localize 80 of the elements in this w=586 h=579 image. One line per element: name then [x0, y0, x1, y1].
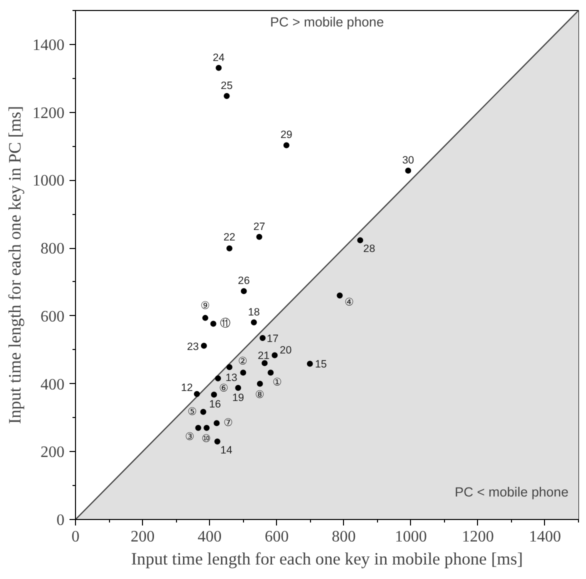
- annotation: 30: [402, 154, 414, 167]
- point: [357, 237, 364, 244]
- annotation: PC < mobile phone: [454, 484, 569, 500]
- annotation: 27: [253, 220, 266, 233]
- point: [283, 142, 290, 148]
- point: [216, 64, 222, 71]
- annotation: 12: [180, 382, 193, 394]
- annotation: 15: [314, 358, 327, 371]
- annotation: 25: [220, 80, 233, 92]
- y-tick-label: 800: [40, 240, 64, 258]
- point: [272, 352, 278, 358]
- annotation: ⑩: [202, 432, 212, 445]
- annotation: ①: [272, 376, 283, 389]
- annotation: 22: [223, 231, 236, 244]
- point: [226, 245, 232, 252]
- point: [256, 380, 263, 387]
- annotation: ⑦: [224, 417, 234, 430]
- point: [306, 360, 313, 367]
- annotation: 21: [258, 350, 270, 362]
- annotation: 17: [266, 332, 279, 345]
- annotation: 28: [363, 243, 376, 256]
- point: [256, 234, 262, 240]
- annotation: ④: [344, 296, 355, 309]
- point: [405, 168, 412, 174]
- annotation: PC > mobile phone: [270, 14, 384, 30]
- point: [260, 334, 266, 341]
- y-tick-label: 1400: [32, 36, 64, 54]
- point: [240, 288, 247, 294]
- point: [226, 364, 232, 370]
- x-tick-label: 200: [130, 528, 155, 546]
- point: [268, 370, 274, 376]
- point: [202, 314, 208, 321]
- y-axis-title: Input time length for each one key in PC [ms]: [6, 106, 24, 424]
- point: [210, 320, 216, 327]
- annotation: ⑧: [254, 388, 265, 401]
- point: [194, 390, 200, 397]
- y-tick-label: 600: [40, 308, 64, 326]
- annotation: ⑥: [219, 382, 230, 394]
- point: [200, 342, 207, 349]
- point: [235, 384, 242, 391]
- y-tick-label: 200: [40, 444, 64, 462]
- annotation: 14: [220, 444, 232, 456]
- annotation: 23: [187, 340, 199, 353]
- point: [214, 420, 220, 426]
- x-tick-label: 800: [332, 528, 356, 546]
- annotation: 18: [248, 306, 260, 318]
- annotation: 16: [209, 398, 221, 411]
- point: [224, 93, 230, 100]
- y-tick-label: 1000: [32, 172, 64, 190]
- point: [204, 424, 210, 431]
- annotation: 19: [232, 392, 244, 404]
- point: [214, 438, 220, 444]
- annotation: ⑨: [200, 300, 210, 312]
- annotation: ⑪: [220, 316, 231, 330]
- point: [336, 292, 343, 299]
- x-tick-label: 1000: [394, 528, 427, 546]
- annotation: 29: [280, 129, 292, 142]
- annotation: 26: [238, 275, 250, 288]
- point: [195, 424, 202, 431]
- x-axis-title: Input time length for each one key in mobile phone [ms]: [131, 550, 523, 568]
- annotation: 20: [280, 344, 292, 356]
- x-tick-label: 600: [264, 528, 289, 546]
- x-tick-label: 1400: [528, 528, 561, 546]
- y-tick-label: 1200: [32, 104, 64, 122]
- point: [262, 360, 268, 366]
- annotation: 24: [212, 52, 225, 64]
- point: [240, 370, 246, 376]
- annotation: ⑤: [187, 406, 198, 418]
- point: [250, 319, 257, 326]
- point: [200, 408, 206, 415]
- x-tick-label: 0: [72, 528, 80, 546]
- point: [210, 392, 217, 398]
- annotation: ②: [238, 356, 248, 368]
- y-tick-label: 400: [40, 376, 64, 394]
- annotation: 13: [225, 372, 238, 384]
- x-tick-label: 400: [198, 528, 222, 546]
- annotation: ③: [185, 430, 196, 443]
- point: [215, 375, 222, 382]
- x-tick-label: 1200: [462, 528, 494, 546]
- y-tick-label: 0: [56, 512, 64, 529]
